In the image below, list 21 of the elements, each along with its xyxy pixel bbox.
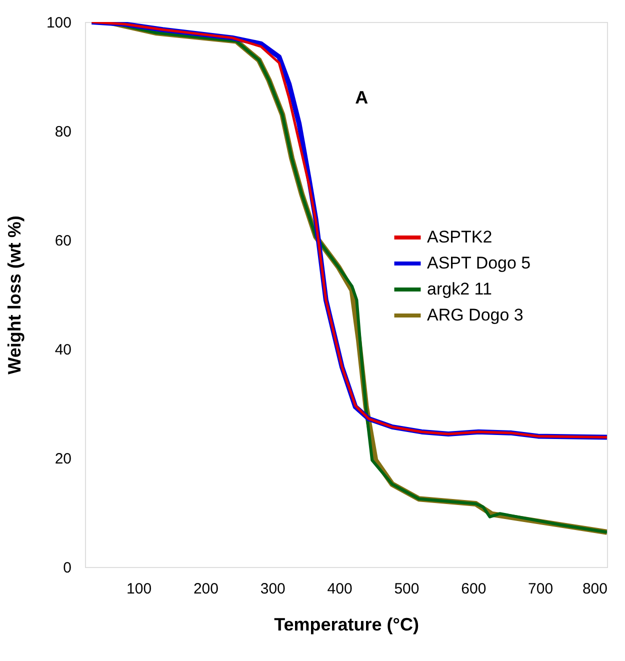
x-tick-label: 400 <box>327 580 352 598</box>
legend-label: ASPTK2 <box>427 228 492 246</box>
y-tick-label: 40 <box>54 342 72 358</box>
y-tick-label: 20 <box>54 450 72 468</box>
x-axis-title: Temperature (°C) <box>274 614 419 634</box>
x-tick-label: 800 <box>582 580 608 598</box>
legend-label: argk2 11 <box>427 280 492 298</box>
y-tick-label: 80 <box>54 124 72 140</box>
y-tick-label: 0 <box>63 560 72 576</box>
x-tick-label: 600 <box>461 580 486 598</box>
legend-label: ASPT Dogo 5 <box>427 254 531 272</box>
y-tick-label: 60 <box>54 232 72 250</box>
x-tick-label: 300 <box>260 580 286 598</box>
x-tick-label: 100 <box>126 580 152 598</box>
x-tick-label: 700 <box>528 580 554 598</box>
x-tick-label: 500 <box>394 580 420 598</box>
y-axis-title: Weight loss (wt %) <box>4 216 24 374</box>
annotation: A <box>355 87 368 108</box>
legend-label: ARG Dogo 3 <box>427 306 524 324</box>
x-tick-label: 200 <box>193 580 218 598</box>
y-tick-label: 100 <box>46 14 72 32</box>
